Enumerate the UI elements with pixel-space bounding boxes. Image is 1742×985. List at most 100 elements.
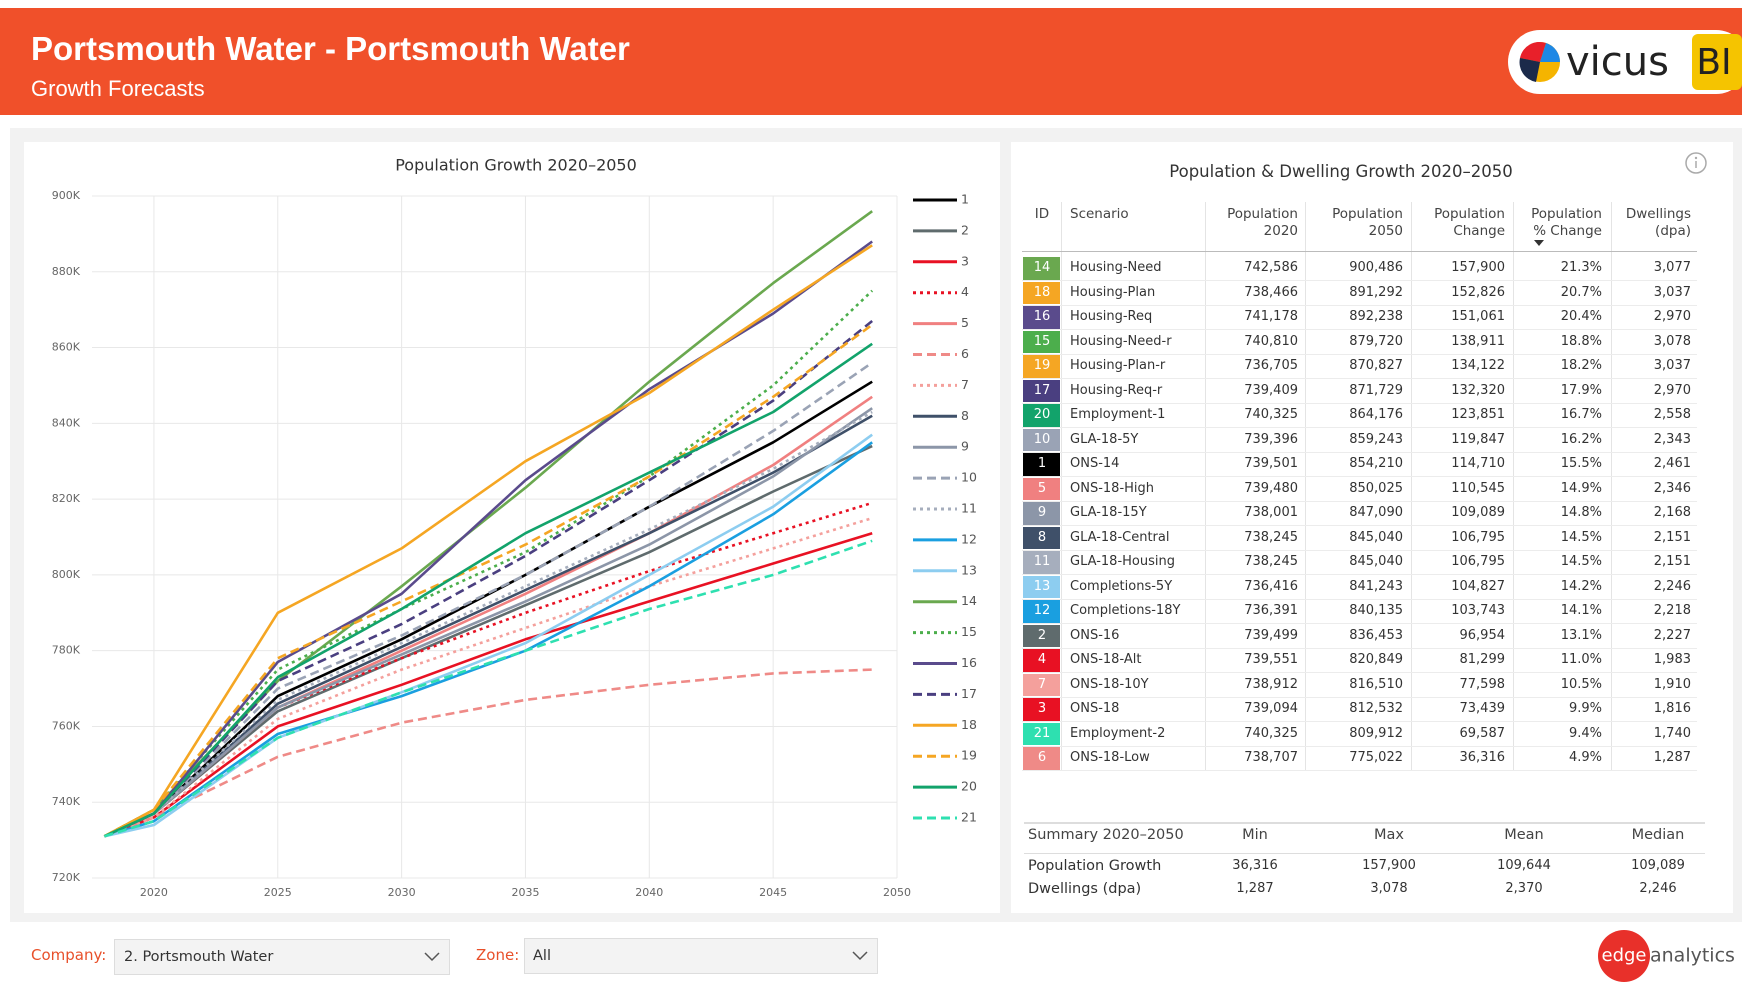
summary-cell: 1,287: [1236, 881, 1274, 896]
table-cell: GLA-18-Housing: [1070, 554, 1175, 569]
row-rule: [1022, 353, 1697, 355]
dropdown-arrow: [424, 952, 440, 962]
legend-label: 4: [961, 284, 969, 299]
column-header: Population: [1227, 206, 1298, 222]
table-cell: 77,598: [1459, 676, 1506, 692]
table-cell: 3: [1037, 701, 1047, 716]
table-cell: 14: [1033, 260, 1051, 275]
table-cell: 10: [1033, 431, 1051, 447]
series-line: [104, 433, 873, 838]
logo-badge: [1692, 34, 1742, 90]
row-rule: [1022, 623, 1697, 624]
table-cell: 9.9%: [1568, 701, 1602, 716]
series-line: [103, 516, 873, 838]
y-tick-label: 820K: [52, 492, 81, 505]
info-icon[interactable]: [1683, 150, 1709, 176]
table-cell: 3,037: [1653, 284, 1691, 300]
column-header: Population: [1434, 206, 1505, 222]
id-swatch: [1023, 330, 1060, 353]
table-cell: 17.9%: [1560, 382, 1602, 398]
row-rule: [1022, 672, 1697, 673]
series-line: [103, 501, 873, 838]
column-header: Population: [1332, 206, 1403, 222]
series-line: [103, 244, 873, 838]
table-cell: 21: [1033, 725, 1051, 741]
table-cell: Housing-Plan: [1070, 284, 1156, 300]
row-rule: [1022, 525, 1697, 526]
row-rule: [1022, 451, 1697, 453]
id-swatch: [1023, 404, 1060, 427]
table-cell: 132,320: [1451, 382, 1505, 398]
table-cell: 151,061: [1451, 309, 1505, 324]
line-chart: Population Growth 2020–2050 720K 740K 760K…: [52, 156, 977, 900]
logo-pill: [1508, 30, 1742, 94]
table-cell: 2,246: [1653, 578, 1691, 594]
table-cell: 114,710: [1451, 456, 1505, 471]
id-swatch: [1023, 257, 1060, 280]
table-cell: 900,486: [1349, 260, 1403, 275]
y-tick-label: 860K: [52, 341, 81, 354]
id-swatch: [1023, 502, 1060, 525]
table-cell: 109,089: [1451, 505, 1505, 520]
x-tick-label: 2045: [759, 886, 787, 899]
table-cell: 864,176: [1349, 407, 1403, 422]
table-cell: 1: [1037, 456, 1047, 471]
logo-icon-dark: [1519, 58, 1540, 82]
company-dropdown[interactable]: 2. Portsmouth Water: [114, 939, 450, 975]
table-cell: 1,287: [1653, 750, 1691, 765]
table-cell: 21.3%: [1560, 260, 1602, 275]
y-tick-label: 800K: [52, 568, 81, 581]
series-line: [103, 361, 873, 838]
legend-label: 9: [961, 439, 969, 454]
table-cell: 15: [1033, 333, 1051, 349]
legend-label: 20: [961, 779, 977, 794]
table-cell: 20.4%: [1560, 309, 1602, 324]
legend-label: 14: [961, 593, 977, 608]
series-line: [104, 539, 873, 838]
column-header: Population: [1531, 206, 1602, 222]
table-cell: 9.4%: [1568, 725, 1602, 741]
table-cell: 738,466: [1244, 284, 1298, 300]
table-cell: 16: [1033, 309, 1051, 324]
zone-dropdown[interactable]: All: [524, 938, 878, 974]
table-cell: 5: [1037, 480, 1047, 496]
table-cell: 739,499: [1244, 627, 1298, 643]
table-cell: 2,970: [1653, 309, 1691, 324]
table-cell: 891,292: [1349, 284, 1403, 300]
table-cell: 20: [1033, 407, 1051, 422]
table-cell: 17: [1033, 382, 1051, 398]
table-cell: 739,551: [1244, 652, 1298, 667]
table-cell: 2,168: [1653, 505, 1691, 520]
table-cell: 15.5%: [1560, 456, 1602, 471]
table-cell: ONS-18-Low: [1070, 750, 1150, 765]
row-rule: [1022, 427, 1697, 428]
row-rule: [1022, 721, 1697, 722]
table-cell: 1,983: [1653, 652, 1691, 667]
legend-label: 16: [961, 655, 977, 670]
table-cell: 2,151: [1653, 554, 1691, 569]
legend-label: 11: [961, 501, 977, 516]
table-cell: 1,740: [1653, 725, 1691, 741]
legend-label: 7: [961, 377, 969, 392]
table-cell: 104,827: [1451, 578, 1505, 594]
table-cell: 812,532: [1349, 701, 1403, 716]
page-subtitle: Growth Forecasts: [31, 76, 205, 101]
company-label: Company:: [31, 946, 107, 964]
table-cell: 14.8%: [1560, 505, 1602, 520]
table-cell: ONS-14: [1070, 456, 1120, 471]
table-cell: 3,078: [1653, 333, 1691, 349]
header-bar: Portsmouth Water - Portsmouth Water Grow…: [0, 8, 1742, 115]
table-cell: 820,849: [1349, 652, 1403, 667]
id-swatch: [1023, 355, 1060, 378]
legend-label: 10: [961, 470, 977, 485]
table-cell: 738,001: [1244, 505, 1298, 520]
table-cell: Completions-18Y: [1070, 603, 1181, 618]
table-cell: ONS-16: [1070, 627, 1120, 643]
table-cell: 809,912: [1349, 725, 1403, 741]
x-tick-label: 2025: [264, 886, 292, 899]
header-rule: [1022, 251, 1697, 252]
summary-rule: [1024, 853, 1705, 854]
table-cell: 19: [1033, 358, 1051, 373]
table-cell: Completions-5Y: [1070, 578, 1173, 594]
